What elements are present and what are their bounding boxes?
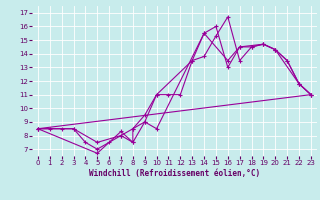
X-axis label: Windchill (Refroidissement éolien,°C): Windchill (Refroidissement éolien,°C) <box>89 169 260 178</box>
